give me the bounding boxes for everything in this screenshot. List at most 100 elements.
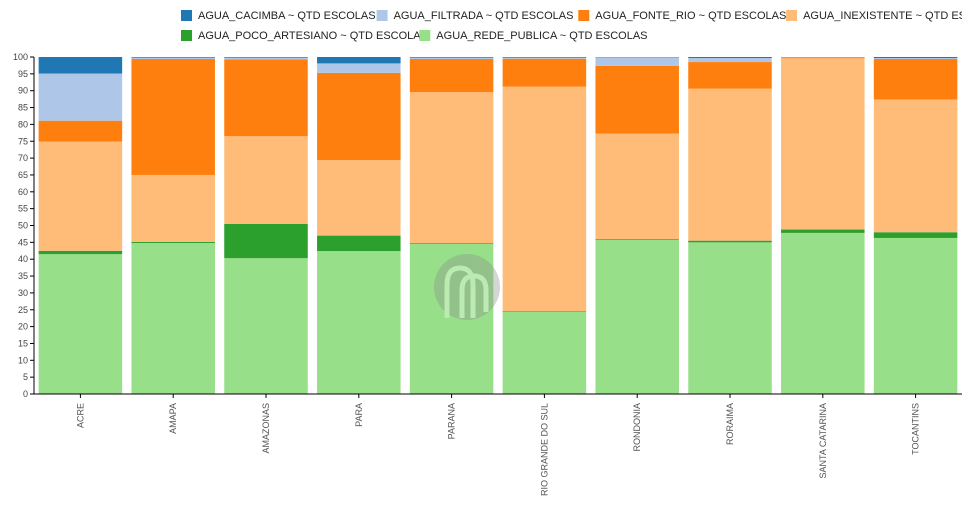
- bar-segment-rondonia-agua-rede-publica[interactable]: [595, 239, 679, 394]
- bar-segment-parana-agua-inexistente[interactable]: [409, 92, 494, 244]
- bar-segment-roraima-agua-filtrada[interactable]: [688, 58, 772, 63]
- bar-segment-rio-grande-do-sul-agua-fonte-rio[interactable]: [502, 58, 587, 87]
- bar-segment-santa-catarina-agua-filtrada[interactable]: [781, 57, 865, 59]
- bar-segment-rio-grande-do-sul-agua-poco-artesiano[interactable]: [502, 311, 587, 312]
- x-axis: ACRE AMAPA AMAZONAS PARA PARANA RIO GRANDE DO…: [34, 393, 962, 496]
- bars: [38, 57, 958, 394]
- x-tick-label-parana: PARANA: [447, 403, 457, 439]
- bar-segment-para-agua-fonte-rio[interactable]: [317, 72, 401, 161]
- bar-segment-roraima-agua-cacimba[interactable]: [688, 57, 772, 59]
- bar-segment-santa-catarina-agua-poco-artesiano[interactable]: [781, 229, 865, 233]
- x-tick-label-rio-grande-do-sul: RIO GRANDE DO SUL: [539, 403, 549, 496]
- bar-segment-amazonas-agua-fonte-rio[interactable]: [224, 59, 308, 137]
- y-tick-label: 70: [18, 153, 28, 163]
- legend-swatch-agua-cacimba[interactable]: [181, 10, 192, 21]
- bar-segment-amazonas-agua-inexistente[interactable]: [224, 136, 308, 224]
- y-tick-label: 100: [13, 52, 28, 62]
- bar-segment-amazonas-agua-cacimba[interactable]: [224, 57, 308, 58]
- x-tick-label-santa-catarina: SANTA CATARINA: [818, 403, 828, 479]
- bar-segment-amapa-agua-cacimba[interactable]: [131, 57, 215, 58]
- bar-segment-amapa-agua-filtrada[interactable]: [131, 57, 215, 60]
- legend-label-agua-inexistente[interactable]: AGUA_INEXISTENTE ~ QTD ESCOLAS: [803, 10, 962, 22]
- bar-segment-roraima-agua-inexistente[interactable]: [688, 88, 772, 241]
- bar-segment-amazonas-agua-poco-artesiano[interactable]: [224, 223, 308, 259]
- bar-segment-tocantins-agua-cacimba[interactable]: [873, 57, 958, 59]
- legend-swatch-agua-poco-artesiano[interactable]: [181, 30, 192, 41]
- bar-segment-para-agua-poco-artesiano[interactable]: [317, 235, 401, 252]
- bar-segment-acre-agua-cacimba[interactable]: [38, 57, 123, 74]
- bar-segment-roraima-agua-fonte-rio[interactable]: [688, 62, 772, 89]
- y-tick-label: 65: [18, 170, 28, 180]
- bar-segment-amazonas-agua-filtrada[interactable]: [224, 57, 308, 60]
- bar-segment-acre-agua-filtrada[interactable]: [38, 73, 123, 121]
- y-tick-label: 85: [18, 103, 28, 113]
- bar-segment-rio-grande-do-sul-agua-inexistente[interactable]: [502, 86, 587, 312]
- bar-segment-parana-agua-rede-publica[interactable]: [409, 243, 494, 394]
- bar-segment-santa-catarina-agua-rede-publica[interactable]: [781, 232, 865, 394]
- x-tick-label-acre: ACRE: [75, 403, 85, 428]
- y-tick-label: 40: [18, 254, 28, 264]
- bar-segment-para-agua-filtrada[interactable]: [317, 63, 401, 73]
- bar-segment-rondonia-agua-poco-artesiano[interactable]: [595, 238, 679, 240]
- y-tick-label: 0: [23, 389, 28, 399]
- y-axis: 0 5 10 15 20 25 30 35 40 45 50 55 60 65 70 75 80 85 90 95 10…: [13, 52, 35, 399]
- bar-segment-santa-catarina-agua-inexistente[interactable]: [781, 58, 865, 230]
- bar-segment-parana-agua-poco-artesiano[interactable]: [409, 243, 494, 244]
- bar-segment-parana-agua-fonte-rio[interactable]: [409, 59, 494, 93]
- bar-segment-para-agua-rede-publica[interactable]: [317, 251, 401, 394]
- y-tick-label: 95: [18, 69, 28, 79]
- bar-segment-rio-grande-do-sul-agua-cacimba[interactable]: [502, 57, 587, 58]
- bar-segment-tocantins-agua-inexistente[interactable]: [873, 99, 958, 233]
- legend-swatch-agua-fonte-rio[interactable]: [578, 10, 590, 21]
- y-tick-label: 75: [18, 136, 28, 146]
- x-tick-label-rondonia: RONDONIA: [632, 403, 642, 452]
- legend-label-agua-filtrada[interactable]: AGUA_FILTRADA ~ QTD ESCOLAS: [394, 10, 574, 22]
- legend: AGUA_CACIMBA ~ QTD ESCOLAS AGUA_FILTRADA …: [181, 10, 962, 42]
- legend-swatch-agua-filtrada[interactable]: [376, 10, 388, 21]
- x-tick-label-tocantins: TOCANTINS: [911, 403, 921, 455]
- bar-segment-acre-agua-fonte-rio[interactable]: [38, 120, 123, 142]
- bar-segment-rondonia-agua-fonte-rio[interactable]: [595, 65, 679, 134]
- bar-segment-tocantins-agua-filtrada[interactable]: [873, 58, 958, 60]
- bar-segment-amapa-agua-inexistente[interactable]: [131, 174, 215, 243]
- legend-label-agua-rede-publica[interactable]: AGUA_REDE_PUBLICA ~ QTD ESCOLAS: [436, 30, 647, 42]
- y-tick-label: 35: [18, 271, 28, 281]
- legend-swatch-agua-inexistente[interactable]: [786, 10, 798, 21]
- y-tick-label: 25: [18, 305, 28, 315]
- bar-segment-amapa-agua-fonte-rio[interactable]: [131, 59, 215, 175]
- bar-segment-rondonia-agua-filtrada[interactable]: [595, 57, 679, 66]
- bar-segment-tocantins-agua-fonte-rio[interactable]: [873, 59, 958, 100]
- bar-segment-rio-grande-do-sul-agua-rede-publica[interactable]: [502, 311, 587, 394]
- y-tick-label: 15: [18, 338, 28, 348]
- y-tick-label: 45: [18, 237, 28, 247]
- bar-segment-acre-agua-rede-publica[interactable]: [38, 254, 123, 394]
- x-tick-label-amapa: AMAPA: [168, 403, 178, 434]
- bar-segment-para-agua-inexistente[interactable]: [317, 160, 401, 236]
- y-tick-label: 5: [23, 372, 28, 382]
- y-tick-label: 10: [18, 355, 28, 365]
- bar-segment-parana-agua-filtrada[interactable]: [409, 57, 494, 60]
- legend-label-agua-fonte-rio[interactable]: AGUA_FONTE_RIO ~ QTD ESCOLAS: [595, 10, 786, 22]
- bar-segment-roraima-agua-rede-publica[interactable]: [688, 242, 772, 394]
- legend-label-agua-cacimba[interactable]: AGUA_CACIMBA ~ QTD ESCOLAS: [198, 10, 376, 22]
- legend-swatch-agua-rede-publica[interactable]: [419, 30, 431, 41]
- bar-segment-acre-agua-poco-artesiano[interactable]: [38, 250, 123, 255]
- bar-segment-para-agua-cacimba[interactable]: [317, 57, 401, 64]
- legend-label-agua-poco-artesiano[interactable]: AGUA_POCO_ARTESIANO ~ QTD ESCOLAS: [198, 30, 428, 42]
- x-tick-label-roraima: RORAIMA: [725, 403, 735, 445]
- bar-segment-roraima-agua-poco-artesiano[interactable]: [688, 240, 772, 243]
- bar-segment-acre-agua-inexistente[interactable]: [38, 141, 123, 251]
- bar-segment-rondonia-agua-inexistente[interactable]: [595, 133, 679, 239]
- y-tick-label: 20: [18, 322, 28, 332]
- bar-segment-amapa-agua-rede-publica[interactable]: [131, 243, 215, 394]
- y-tick-label: 80: [18, 119, 28, 129]
- y-tick-label: 90: [18, 86, 28, 96]
- bar-segment-amapa-agua-poco-artesiano[interactable]: [131, 242, 215, 244]
- bar-segment-amazonas-agua-rede-publica[interactable]: [224, 258, 308, 394]
- bar-segment-parana-agua-cacimba[interactable]: [409, 57, 494, 58]
- bar-segment-rio-grande-do-sul-agua-filtrada[interactable]: [502, 57, 587, 59]
- bar-segment-tocantins-agua-rede-publica[interactable]: [873, 237, 958, 394]
- y-tick-label: 30: [18, 288, 28, 298]
- bar-segment-tocantins-agua-poco-artesiano[interactable]: [873, 232, 958, 238]
